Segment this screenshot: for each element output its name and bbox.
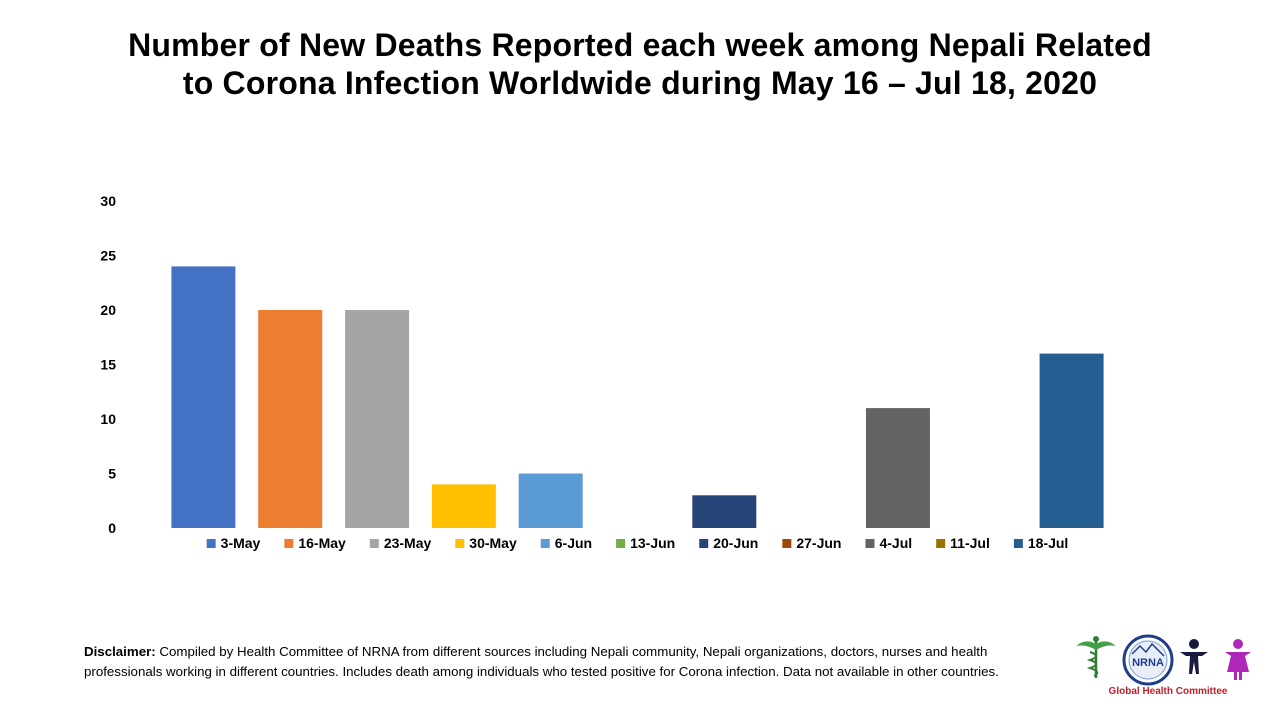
legend-label: 3-May [221,535,261,551]
legend-swatch [206,539,216,548]
legend-label: 27-Jun [796,535,841,551]
legend-item: 16-May [284,535,346,551]
chart-title: Number of New Deaths Reported each week … [40,26,1240,102]
legend-swatch [865,539,875,548]
y-axis: 0 5 10 15 20 25 30 [100,193,116,536]
legend-label: 13-Jun [630,535,675,551]
female-figure-icon [1225,639,1251,680]
legend-swatch [1013,539,1023,548]
legend-item: 23-May [369,535,432,551]
bar-3-may [171,266,236,528]
y-tick-label: 30 [100,193,116,209]
legend-swatch [616,539,626,548]
nrna-logo: NRNA [1076,634,1251,686]
bar-20-jun [692,495,757,528]
y-tick-label: 15 [100,357,116,373]
legend-swatch [284,539,294,548]
legend-swatch [699,539,709,548]
chart-title-line-2: to Corona Infection Worldwide during May… [182,65,1098,101]
nrna-emblem-icon: NRNA [1122,634,1174,686]
legend-label: 18-Jul [1028,535,1068,551]
legend-swatch [369,539,379,548]
legend-label: 4-Jul [879,535,912,551]
legend-item: 11-Jul [936,535,990,551]
legend-label: 23-May [384,535,432,551]
legend-swatch [540,539,550,548]
legend-label: 20-Jun [713,535,758,551]
disclaimer-label: Disclaimer: [84,644,156,659]
legend-item: 3-May [206,535,261,551]
bar-23-may [345,310,410,528]
bar-6-jun [518,473,583,528]
y-tick-label: 0 [108,520,116,536]
male-figure-icon [1180,639,1208,674]
legend-item: 27-Jun [782,535,841,551]
legend-swatch [782,539,792,548]
emblem-text: NRNA [1132,657,1164,669]
legend-item: 4-Jul [865,535,912,551]
legend-item: 6-Jun [540,535,592,551]
y-tick-label: 20 [100,302,116,318]
bar-30-may [431,484,496,528]
caduceus-icon [1076,636,1116,678]
disclaimer: Disclaimer: Compiled by Health Committee… [84,642,1024,681]
bar-16-may [258,310,323,528]
y-tick-label: 25 [100,248,116,264]
legend-item: 13-Jun [616,535,675,551]
legend: 3-May 16-May 23-May 30-May 6-Jun 13-Jun 20-Jun… [206,535,1068,551]
y-tick-label: 10 [100,411,116,427]
legend-swatch [455,539,465,548]
legend-item: 20-Jun [699,535,758,551]
legend-label: 11-Jul [950,535,990,551]
bars [171,266,1104,528]
legend-item: 18-Jul [1013,535,1068,551]
logo-caption: Global Health Committee [1108,686,1228,697]
bar-chart: 0 5 10 15 20 25 30 3-May 16-May 23-May 30-May 6-Ju… [100,193,1104,551]
bar-18-jul [1039,353,1104,528]
legend-swatch [936,539,946,548]
legend-label: 30-May [469,535,517,551]
bar-4-jul [865,408,930,528]
legend-item: 30-May [455,535,517,551]
chart-title-line-1: Number of New Deaths Reported each week … [128,27,1152,63]
disclaimer-text: Compiled by Health Committee of NRNA fro… [84,644,999,679]
legend-label: 16-May [298,535,346,551]
y-tick-label: 5 [108,466,116,482]
legend-label: 6-Jun [555,535,592,551]
